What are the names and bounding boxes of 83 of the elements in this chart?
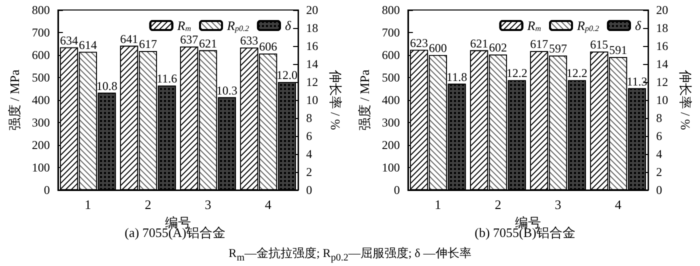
data-label: 12.2 bbox=[506, 66, 528, 80]
data-label: 637 bbox=[180, 32, 198, 47]
data-label: 621 bbox=[199, 36, 218, 50]
data-label: 11.8 bbox=[446, 70, 468, 84]
data-label: 10.3 bbox=[216, 83, 238, 98]
data-label: 606 bbox=[259, 40, 278, 54]
y2-tick-label: 18 bbox=[656, 21, 668, 35]
y2-tick-label: 20 bbox=[656, 3, 668, 17]
y-tick-label: 500 bbox=[32, 70, 50, 84]
y2-tick-label: 18 bbox=[306, 21, 318, 35]
y-tick-label: 400 bbox=[382, 93, 400, 107]
legend-label: Rm bbox=[176, 18, 192, 33]
x-tick-label: 2 bbox=[494, 197, 502, 212]
data-label: 11.3 bbox=[626, 74, 648, 88]
y2-tick-label: 6 bbox=[656, 129, 662, 143]
data-label: 614 bbox=[78, 38, 97, 52]
x-tick-label: 4 bbox=[614, 197, 622, 212]
x-tick-label: 3 bbox=[554, 197, 562, 212]
y-tick-label: 200 bbox=[382, 138, 400, 152]
data-label: 634 bbox=[60, 33, 78, 48]
y-tick-label: 100 bbox=[32, 160, 50, 174]
y2-tick-label: 4 bbox=[656, 147, 662, 161]
x-tick-label: 2 bbox=[144, 197, 152, 212]
y2-tick-label: 6 bbox=[306, 129, 312, 143]
y-tick-label: 300 bbox=[382, 116, 400, 130]
data-label: 602 bbox=[488, 40, 507, 55]
legend-label: δ bbox=[634, 18, 642, 33]
data-label: 11.6 bbox=[156, 72, 178, 86]
y2-tick-label: 14 bbox=[656, 57, 668, 71]
y2-tick-label: 4 bbox=[306, 147, 312, 161]
y-tick-label: 300 bbox=[32, 116, 50, 130]
y-tick-label: 200 bbox=[32, 138, 50, 152]
y-tick-label: 700 bbox=[382, 26, 400, 40]
data-label: 12.2 bbox=[566, 66, 588, 80]
text: R$_{m}$—金抗拉强度; R$_{p0.2}$—屈服强度; δ —伸长率 bbox=[228, 245, 472, 264]
data-label: 10.8 bbox=[96, 78, 118, 93]
y2-tick-label: 12 bbox=[656, 75, 668, 89]
y2-axis-title: 伸长率 / % bbox=[328, 69, 343, 130]
x-tick-label: 1 bbox=[434, 197, 442, 212]
data-label: 633 bbox=[240, 34, 258, 48]
y2-tick-label: 8 bbox=[656, 111, 662, 125]
y-tick-label: 0 bbox=[394, 183, 400, 197]
y2-tick-label: 8 bbox=[306, 111, 312, 125]
y2-tick-label: 14 bbox=[306, 57, 318, 71]
data-label: 617 bbox=[530, 37, 548, 52]
data-label: 617 bbox=[138, 37, 157, 52]
legend-label: Rp0.2 bbox=[226, 18, 249, 33]
data-label: 597 bbox=[549, 42, 568, 56]
data-label: 615 bbox=[590, 38, 608, 52]
y2-tick-label: 16 bbox=[306, 39, 318, 53]
y2-axis-title: 伸长率 / % bbox=[678, 69, 693, 130]
y2-tick-label: 12 bbox=[306, 75, 318, 89]
y2-tick-label: 10 bbox=[306, 93, 318, 107]
y2-tick-label: 2 bbox=[656, 165, 662, 179]
y2-tick-label: 20 bbox=[306, 3, 318, 17]
y-tick-label: 800 bbox=[382, 3, 400, 17]
x-tick-label: 3 bbox=[204, 197, 212, 212]
y-tick-label: 800 bbox=[32, 3, 50, 17]
data-label: 621 bbox=[470, 36, 488, 50]
y-tick-label: 600 bbox=[382, 48, 400, 62]
x-tick-label: 1 bbox=[84, 197, 92, 212]
data-label: 641 bbox=[120, 32, 138, 46]
legend-label: Rp0.2 bbox=[576, 18, 599, 33]
data-label: 591 bbox=[609, 43, 628, 58]
legend-label: δ bbox=[284, 18, 292, 33]
y-tick-label: 700 bbox=[32, 26, 50, 40]
y-axis-title: 强度 / MPa bbox=[7, 69, 22, 130]
y-tick-label: 100 bbox=[382, 160, 400, 174]
data-label: 12.0 bbox=[276, 68, 298, 82]
data-label: 600 bbox=[428, 41, 447, 55]
y2-tick-label: 10 bbox=[656, 93, 668, 107]
y2-tick-label: 0 bbox=[656, 183, 662, 197]
y2-tick-label: 16 bbox=[656, 39, 668, 53]
y2-tick-label: 0 bbox=[306, 183, 312, 197]
legend-label: Rm bbox=[526, 18, 542, 33]
y-axis-title: 强度 / MPa bbox=[357, 69, 372, 130]
y-tick-label: 0 bbox=[44, 183, 50, 197]
x-tick-label: 4 bbox=[264, 197, 272, 212]
y-tick-label: 500 bbox=[382, 70, 400, 84]
y-tick-label: 600 bbox=[32, 48, 50, 62]
y-tick-label: 400 bbox=[32, 93, 50, 107]
data-label: 623 bbox=[410, 36, 428, 50]
y2-tick-label: 2 bbox=[306, 165, 312, 179]
